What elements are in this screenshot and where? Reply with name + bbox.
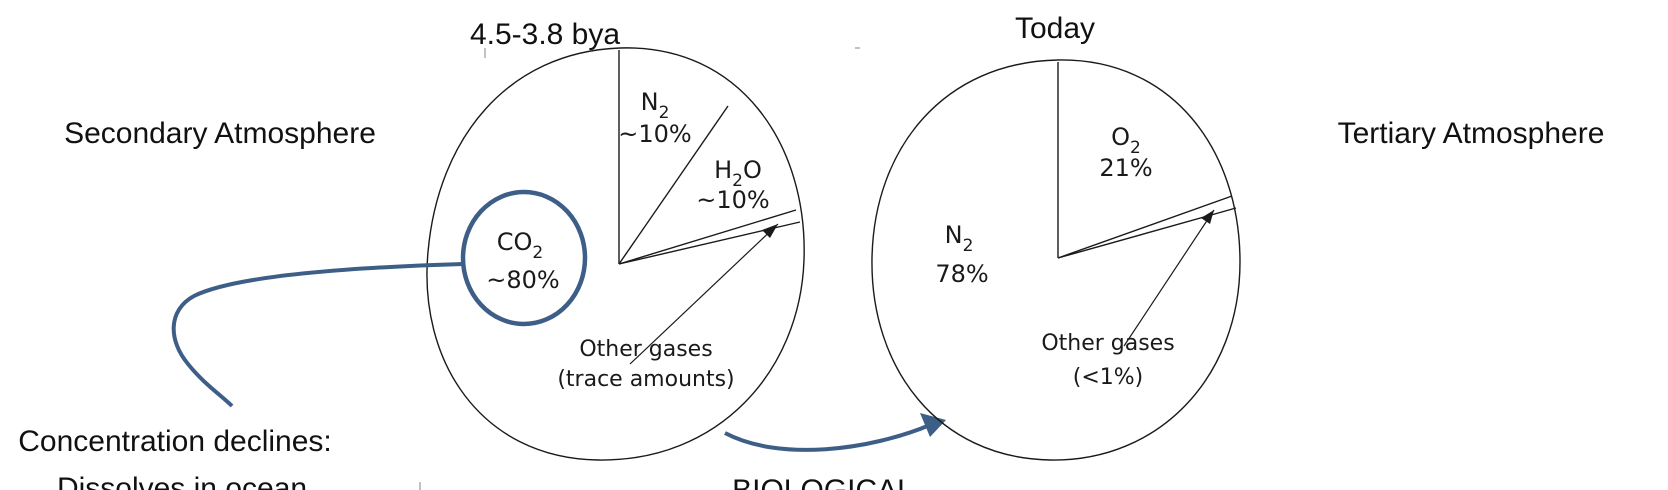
co2-highlight-circle [460,189,588,327]
concentration-note-line1: Concentration declines: [18,425,332,458]
right-pie-pointer-arrowhead [1201,210,1214,224]
left-n2-label: N2 [641,88,670,123]
left-n2-percent: ~10% [618,120,691,148]
secondary-atmosphere-label: Secondary Atmosphere [64,117,376,150]
left-other-gases-line1: Other gases [579,337,712,362]
right-pie-pointer-line [1123,209,1215,347]
left-pie-pointer-arrowhead [762,224,778,238]
left-h2o-label: H2O [714,156,762,191]
right-o2-label: O2 [1111,123,1141,158]
right-pie-divider-other-a [1057,195,1233,259]
transition-arrowhead [920,413,946,437]
left-co2-percent: ~80% [486,266,559,294]
right-n2-percent: 78% [935,260,988,288]
concentration-note-line2: Dissolves in ocean [57,472,307,490]
right-n2-label: N2 [945,221,974,256]
left-pie-divider-h2o [618,105,729,265]
left-pie-divider-other-a [618,209,797,265]
left-pie-outline [426,47,805,461]
right-o2-percent: 21% [1099,154,1152,182]
transition-arrow-curve [724,423,931,452]
right-title: Today [1015,12,1095,45]
tertiary-atmosphere-label: Tertiary Atmosphere [1338,117,1605,150]
left-pie [426,47,805,461]
biological-label: BIOLOGICAL [732,474,914,490]
right-pie-outline [871,59,1241,461]
left-other-gases-line2: (trace amounts) [557,367,734,392]
right-other-gases-line2: (<1%) [1073,365,1144,390]
right-pie [871,59,1241,461]
co2-connector-curve [171,262,464,408]
right-other-gases-line1: Other gases [1041,331,1174,356]
left-title: 4.5-3.8 bya [470,18,620,51]
left-pie-pointer-line [629,223,779,365]
left-co2-label: CO2 [497,228,543,263]
left-h2o-percent: ~10% [696,186,769,214]
